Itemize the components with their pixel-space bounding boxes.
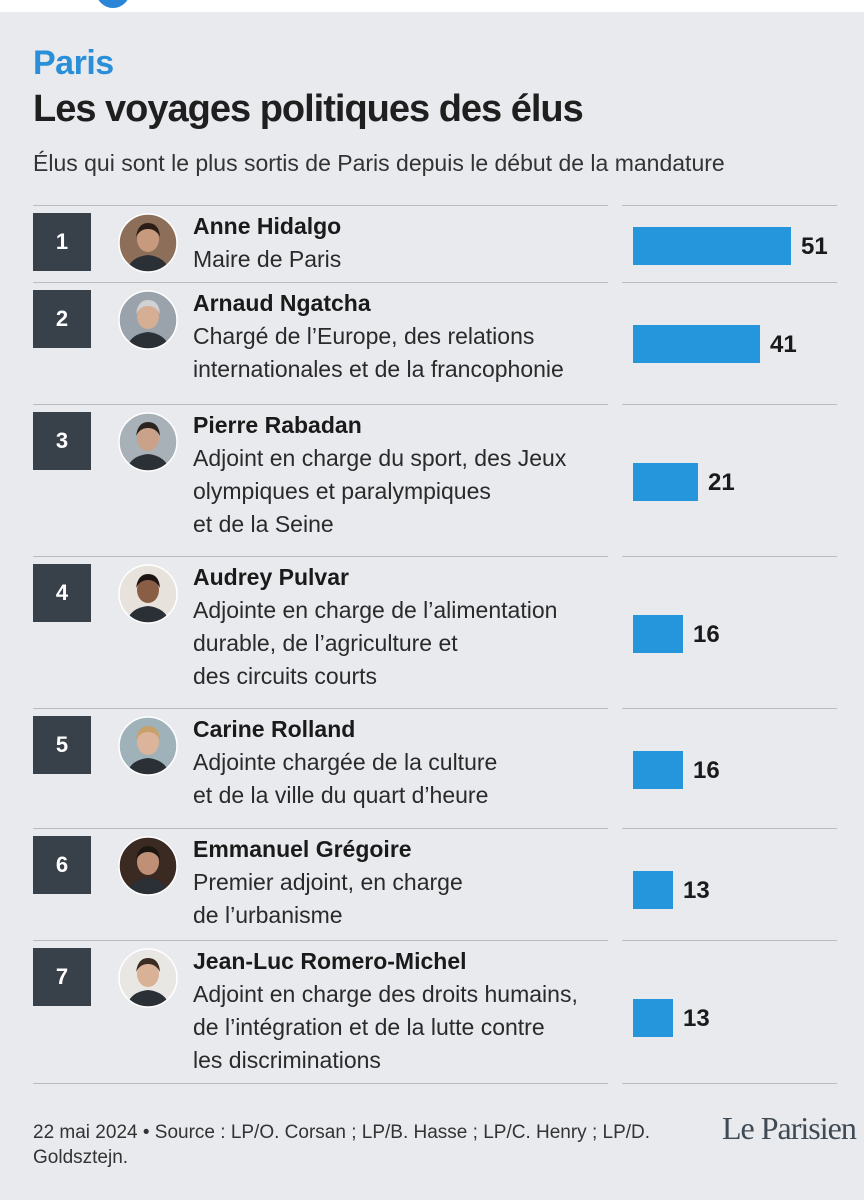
rank-badge: 7 bbox=[33, 948, 91, 1006]
row-separator-right bbox=[622, 556, 837, 557]
source-note: 22 mai 2024 • Source : LP/O. Corsan ; LP… bbox=[33, 1122, 651, 1168]
row-separator-right bbox=[622, 1083, 837, 1084]
role-line: Adjoint en charge du sport, des Jeux bbox=[193, 445, 567, 471]
role-line: des circuits courts bbox=[193, 663, 378, 689]
rank-badge: 2 bbox=[33, 290, 91, 348]
role-line: de l’intégration et de la lutte contre bbox=[193, 1014, 545, 1040]
person-role: Maire de Paris bbox=[193, 243, 341, 276]
rank-badge: 5 bbox=[33, 716, 91, 774]
row-separator-left bbox=[33, 940, 608, 941]
bar-value-label: 16 bbox=[693, 756, 720, 784]
row-separator-right bbox=[622, 404, 837, 405]
avatar bbox=[118, 716, 178, 776]
role-line: Premier adjoint, en charge bbox=[193, 869, 463, 895]
person-role: Adjointe chargée de la culture et de la v… bbox=[193, 746, 497, 812]
bar-value-label: 13 bbox=[683, 876, 710, 904]
person-name: Carine Rolland bbox=[193, 716, 356, 742]
row-separator-right bbox=[622, 282, 837, 283]
row-separator-left bbox=[33, 828, 608, 829]
role-line: Maire de Paris bbox=[193, 246, 342, 272]
avatar bbox=[118, 836, 178, 896]
avatar bbox=[118, 948, 178, 1008]
avatar bbox=[118, 213, 178, 273]
bar bbox=[633, 870, 673, 909]
person-name: Anne Hidalgo bbox=[193, 213, 342, 239]
row-separator-left bbox=[33, 708, 608, 709]
person-role: Adjoint en charge des droits humains, de … bbox=[193, 978, 578, 1077]
person-role: Chargé de l’Europe, des relations interna… bbox=[193, 320, 564, 386]
row-separator-left bbox=[33, 205, 608, 206]
role-line: les discriminations bbox=[193, 1047, 381, 1073]
bar-value-label: 51 bbox=[801, 233, 828, 260]
bar bbox=[633, 324, 760, 363]
row-separator-right bbox=[622, 708, 837, 709]
role-line: et de la Seine bbox=[193, 511, 334, 537]
kicker: Paris bbox=[33, 44, 114, 82]
bar bbox=[633, 463, 698, 501]
role-line: olympiques et paralympiques bbox=[193, 478, 491, 504]
role-line: Adjointe chargée de la culture bbox=[193, 749, 498, 775]
row-separator-right bbox=[622, 940, 837, 941]
person-name: Jean-Luc Romero-Michel bbox=[193, 948, 467, 974]
bar-value-label: 41 bbox=[770, 330, 797, 358]
person-name: Emmanuel Grégoire bbox=[193, 836, 412, 862]
top-dot bbox=[96, 0, 130, 8]
row-separator-left bbox=[33, 1083, 608, 1084]
chart-title: Les voyages politiques des élus bbox=[33, 88, 584, 130]
bar bbox=[633, 750, 683, 789]
chart-subtitle: Élus qui sont le plus sortis de Paris de… bbox=[33, 150, 725, 176]
avatar bbox=[118, 412, 178, 472]
role-line: durable, de l’agriculture et bbox=[193, 630, 458, 656]
person-role: Premier adjoint, en charge de l’urbanisme bbox=[193, 866, 463, 932]
le-parisien-logo: Le Parisien bbox=[722, 1110, 857, 1146]
rank-badge: 3 bbox=[33, 412, 91, 470]
row-separator-left bbox=[33, 556, 608, 557]
avatar bbox=[118, 564, 178, 624]
role-line: Chargé de l’Europe, des relations bbox=[193, 323, 535, 349]
bar bbox=[633, 615, 683, 653]
person-role: Adjoint en charge du sport, des Jeux olym… bbox=[193, 442, 566, 541]
row-separator-left bbox=[33, 282, 608, 283]
bar-value-label: 21 bbox=[708, 469, 735, 496]
role-line: Adjointe en charge de l’alimentation bbox=[193, 597, 558, 623]
rank-badge: 6 bbox=[33, 836, 91, 894]
row-separator-right bbox=[622, 828, 837, 829]
rank-badge: 4 bbox=[33, 564, 91, 622]
role-line: et de la ville du quart d’heure bbox=[193, 782, 489, 808]
person-role: Adjointe en charge de l’alimentation dura… bbox=[193, 594, 557, 693]
person-name: Pierre Rabadan bbox=[193, 412, 362, 438]
role-line: Adjoint en charge des droits humains, bbox=[193, 981, 578, 1007]
bar bbox=[633, 999, 673, 1037]
role-line: internationales et de la francophonie bbox=[193, 356, 564, 382]
bar-value-label: 16 bbox=[693, 621, 720, 648]
top-strip bbox=[0, 0, 864, 12]
person-name: Audrey Pulvar bbox=[193, 564, 349, 590]
person-name: Arnaud Ngatcha bbox=[193, 290, 371, 316]
row-separator-right bbox=[622, 205, 837, 206]
role-line: de l’urbanisme bbox=[193, 902, 343, 928]
bar-value-label: 13 bbox=[683, 1005, 710, 1032]
row-separator-left bbox=[33, 404, 608, 405]
bar bbox=[633, 227, 791, 265]
avatar bbox=[118, 290, 178, 350]
rank-badge: 1 bbox=[33, 213, 91, 271]
